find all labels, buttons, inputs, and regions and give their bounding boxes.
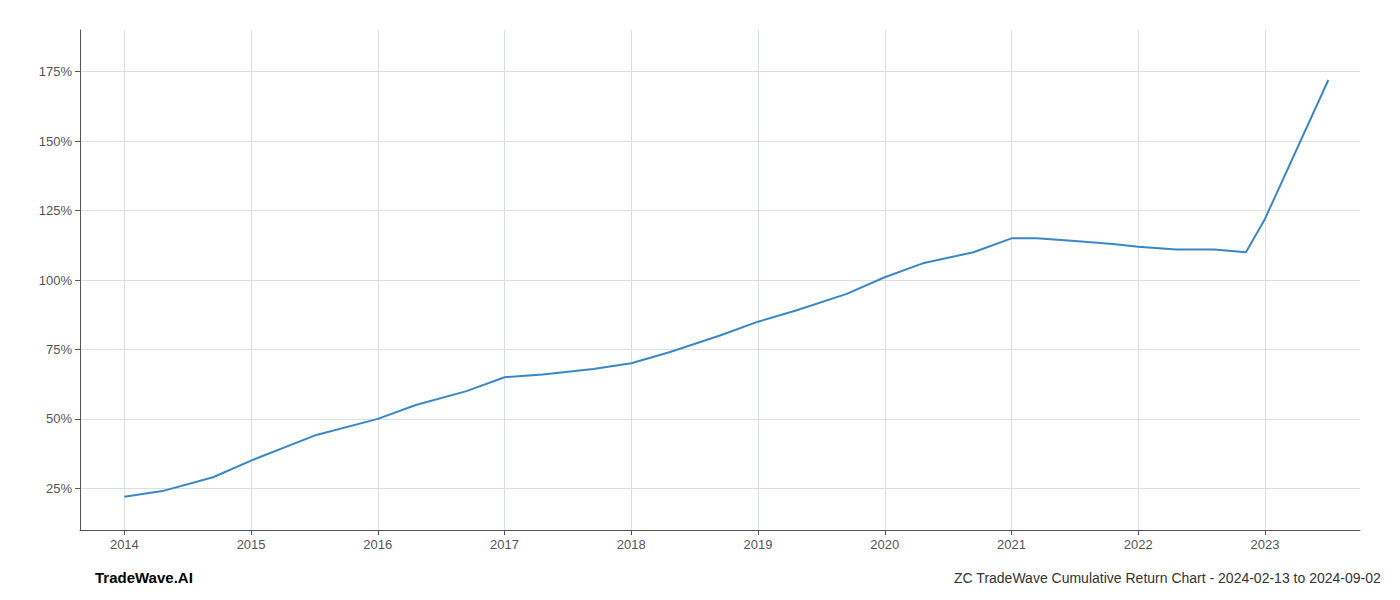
svg-text:50%: 50% <box>46 411 72 426</box>
svg-text:ZC TradeWave Cumulative Return: ZC TradeWave Cumulative Return Chart - 2… <box>954 570 1381 586</box>
svg-text:2023: 2023 <box>1250 537 1279 552</box>
svg-text:TradeWave.AI: TradeWave.AI <box>95 569 193 586</box>
svg-text:150%: 150% <box>39 134 73 149</box>
svg-text:2015: 2015 <box>237 537 266 552</box>
svg-text:2014: 2014 <box>110 537 139 552</box>
svg-text:100%: 100% <box>39 273 73 288</box>
svg-text:2022: 2022 <box>1124 537 1153 552</box>
svg-text:25%: 25% <box>46 481 72 496</box>
svg-text:2018: 2018 <box>617 537 646 552</box>
svg-text:2019: 2019 <box>744 537 773 552</box>
svg-text:75%: 75% <box>46 342 72 357</box>
svg-text:125%: 125% <box>39 203 73 218</box>
svg-text:175%: 175% <box>39 64 73 79</box>
svg-text:2016: 2016 <box>363 537 392 552</box>
svg-text:2020: 2020 <box>870 537 899 552</box>
svg-text:2021: 2021 <box>997 537 1026 552</box>
svg-text:2017: 2017 <box>490 537 519 552</box>
